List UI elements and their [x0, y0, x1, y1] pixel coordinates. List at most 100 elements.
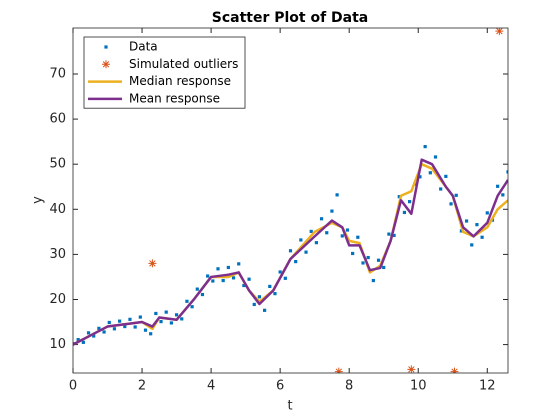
- data-point: [382, 265, 386, 270]
- data-point: [174, 313, 179, 317]
- data-point: [418, 175, 422, 179]
- data-point: [76, 338, 80, 342]
- plot-layer: [73, 28, 508, 373]
- data-point: [154, 311, 158, 316]
- data-point: [314, 241, 318, 245]
- data-point: [278, 270, 282, 274]
- y-tick-label: 10: [49, 337, 66, 352]
- data-point: [128, 317, 132, 321]
- data-point: [325, 231, 329, 235]
- data-point: [185, 299, 189, 303]
- x-tick-label: 2: [138, 379, 146, 394]
- data-point: [200, 292, 205, 297]
- data-point: [304, 250, 308, 254]
- data-point: [247, 277, 251, 281]
- data-point: [288, 249, 293, 253]
- data-point: [97, 326, 101, 330]
- data-point: [470, 243, 474, 247]
- data-point: [86, 331, 91, 335]
- x-tick-label: 4: [207, 379, 215, 394]
- data-point: [118, 319, 122, 323]
- legend-label: Simulated outliers: [129, 57, 238, 71]
- data-point: [475, 223, 479, 227]
- data-point: [351, 251, 355, 256]
- x-tick-label: 6: [276, 379, 284, 394]
- data-point: [283, 276, 287, 280]
- data-point: [237, 262, 241, 266]
- data-point: [392, 233, 396, 238]
- outlier-point: [450, 367, 459, 373]
- data-point: [169, 321, 173, 325]
- data-point: [257, 295, 262, 299]
- data-point: [361, 261, 365, 265]
- data-point: [299, 238, 303, 242]
- data-point: [138, 315, 142, 319]
- data-point: [464, 219, 469, 223]
- data-point: [268, 284, 272, 289]
- chart-title: Scatter Plot of Data: [212, 10, 369, 26]
- data-point: [195, 287, 199, 291]
- data-point: [206, 274, 210, 278]
- data-point: [345, 228, 350, 232]
- data-point: [92, 334, 96, 338]
- data-point: [107, 320, 111, 325]
- data-point: [159, 319, 163, 324]
- x-axis-label: t: [287, 399, 292, 414]
- outlier-point: [495, 28, 504, 36]
- data-point: [454, 193, 458, 197]
- data-point: [371, 278, 375, 283]
- data-point: [501, 193, 505, 197]
- legend-label: Median response: [129, 74, 231, 88]
- data-point: [252, 302, 256, 307]
- y-tick-label: 70: [49, 67, 66, 82]
- outlier-point: [334, 367, 343, 373]
- x-tick-label: 12: [479, 379, 496, 394]
- legend-label: Mean response: [129, 91, 220, 105]
- data-point: [143, 328, 148, 332]
- data-point: [273, 292, 277, 296]
- outlier-point: [407, 365, 416, 373]
- legend-label: Data: [129, 40, 158, 54]
- data-point: [294, 260, 298, 264]
- data-point: [428, 171, 432, 175]
- data-point: [439, 187, 443, 191]
- data-point: [330, 209, 334, 213]
- y-tick-label: 30: [49, 247, 66, 262]
- data-point: [309, 229, 313, 233]
- data-point: [449, 202, 453, 206]
- data-point: [123, 324, 127, 329]
- legend: Data Simulated outliers Median response Mea…: [83, 36, 246, 109]
- data-point: [231, 276, 236, 280]
- data-point: [433, 155, 438, 159]
- axes-frame: [72, 27, 509, 374]
- data-point: [444, 174, 448, 178]
- data-point: [366, 255, 370, 260]
- data-point: [397, 195, 401, 199]
- data-point: [376, 258, 381, 262]
- data-point: [356, 235, 360, 239]
- data-point: [216, 267, 220, 271]
- data-point: [133, 325, 137, 329]
- data-point: [335, 193, 339, 197]
- y-axis-label: y: [31, 196, 46, 204]
- legend-swatch: [102, 60, 110, 69]
- outlier-point: [148, 259, 157, 268]
- response-line: [73, 158, 508, 346]
- data-point: [180, 317, 184, 321]
- data-point: [263, 308, 267, 312]
- data-point: [387, 232, 391, 236]
- legend-swatch: [104, 45, 108, 49]
- data-point: [211, 279, 215, 283]
- data-point: [226, 265, 230, 270]
- data-point: [190, 305, 194, 309]
- data-point: [340, 234, 344, 238]
- data-point: [402, 210, 407, 215]
- y-tick-label: 20: [49, 292, 66, 307]
- data-point: [149, 332, 153, 336]
- x-tick-label: 10: [410, 379, 427, 394]
- data-point: [164, 310, 168, 314]
- x-tick-label: 8: [345, 379, 353, 394]
- data-point: [242, 283, 246, 288]
- data-point: [221, 278, 225, 283]
- data-point: [102, 330, 106, 334]
